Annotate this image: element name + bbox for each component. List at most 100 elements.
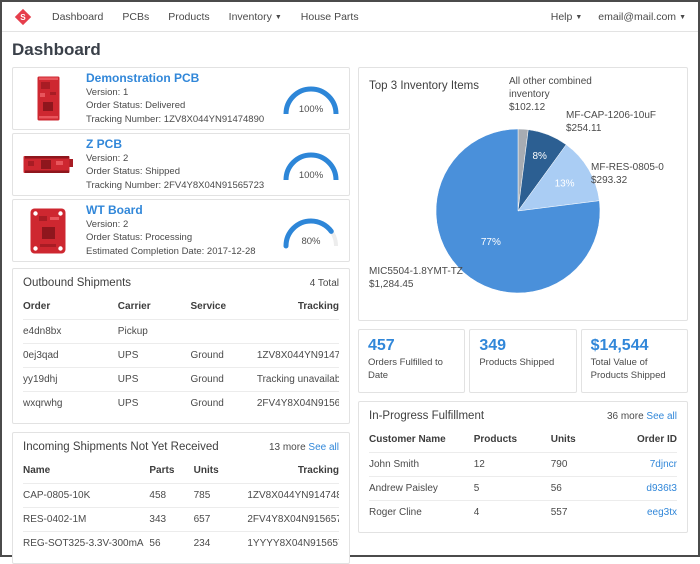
table-row: 0ej3qadUPSGround1ZV8X044YN91474890 <box>23 344 339 368</box>
pcb-photo-horizontal <box>19 154 77 175</box>
table-cell: 343 <box>149 508 193 532</box>
pie-slice-label: MF-CAP-1206-10uF $254.11 <box>566 109 656 135</box>
top-nav: S Dashboard PCBs Products Inventory▼ House P… <box>2 2 698 32</box>
caret-down-icon: ▼ <box>679 14 686 21</box>
table-cell: CAP-0805-10K <box>23 484 149 508</box>
table-cell: 234 <box>194 532 248 556</box>
stat-value: 457 <box>368 337 455 355</box>
table-cell: Tracking unavailable <box>257 368 339 392</box>
fulfillment-more-count: 36 more <box>607 411 644 422</box>
table-cell: Ground <box>190 368 256 392</box>
logo-icon[interactable]: S <box>14 8 32 26</box>
table-cell: 2FV4Y8X04N91565723 <box>257 392 339 416</box>
column-header: Service <box>190 294 256 320</box>
table-cell: RES-0402-1M <box>23 508 149 532</box>
panel-title: In-Progress Fulfillment <box>369 410 484 422</box>
in-progress-fulfillment-panel: In-Progress Fulfillment 36 more See all … <box>358 401 688 533</box>
table-cell: 4 <box>474 501 551 525</box>
fulfillment-table: Customer NameProductsUnitsOrder IDJohn S… <box>369 427 677 524</box>
incoming-see-all-link[interactable]: See all <box>308 442 339 453</box>
table-row: wxqrwhgUPSGround2FV4Y8X04N91565723 <box>23 392 339 416</box>
pcb-card: Demonstration PCB Version: 1 Order Statu… <box>12 67 350 130</box>
nav-item-products[interactable]: Products <box>168 11 209 23</box>
pcb-version: Version: 2 <box>86 218 279 231</box>
table-row: Andrew Paisley556d936t3 <box>369 477 677 501</box>
order-id-link[interactable]: 7djncr <box>625 453 677 477</box>
table-row: John Smith127907djncr <box>369 453 677 477</box>
pcb-link[interactable]: WT Board <box>86 203 279 217</box>
stat-products-shipped: 349 Products Shipped <box>469 329 576 393</box>
table-cell <box>190 320 256 344</box>
table-cell: 2FV4Y8X04N91565723 <box>247 508 339 532</box>
nav-item-inventory[interactable]: Inventory▼ <box>229 11 282 23</box>
pcb-order-status: Order Status: Processing <box>86 231 279 244</box>
table-cell: 12 <box>474 453 551 477</box>
pcb-card: WT Board Version: 2 Order Status: Proces… <box>12 199 350 262</box>
column-header: Carrier <box>118 294 191 320</box>
gauge-percent-label: 80% <box>279 236 343 247</box>
table-row: Roger Cline4557eeg3tx <box>369 501 677 525</box>
nav-right: Help▼ email@mail.com▼ <box>535 11 686 23</box>
column-header: Order <box>23 294 118 320</box>
outbound-total-badge: 4 Total <box>310 278 339 289</box>
table-cell: Roger Cline <box>369 501 474 525</box>
stat-total-value: $14,544 Total Value of Products Shipped <box>581 329 688 393</box>
pcb-tracking: Tracking Number: 2FV4Y8X04N91565723 <box>86 179 279 192</box>
fulfillment-see-all-link[interactable]: See all <box>646 411 677 422</box>
table-cell: wxqrwhg <box>23 392 118 416</box>
order-id-link[interactable]: eeg3tx <box>625 501 677 525</box>
order-id-link[interactable]: d936t3 <box>625 477 677 501</box>
pcb-tracking: Tracking Number: 1ZV8X044YN91474890 <box>86 113 279 126</box>
table-cell: e4dn8bx <box>23 320 118 344</box>
pcb-photo-vertical <box>19 76 77 121</box>
stat-label: Total Value of Products Shipped <box>591 357 678 382</box>
nav-item-email-mail-com[interactable]: email@mail.com▼ <box>598 11 686 23</box>
column-header: Parts <box>149 458 193 484</box>
stat-label: Products Shipped <box>479 357 566 370</box>
progress-gauge: 80% <box>279 208 343 254</box>
caret-down-icon: ▼ <box>575 14 582 21</box>
table-cell: Pickup <box>118 320 191 344</box>
nav-item-dashboard[interactable]: Dashboard <box>52 11 103 23</box>
pcb-link[interactable]: Demonstration PCB <box>86 71 279 85</box>
table-row: yy19dhjUPSGroundTracking unavailable <box>23 368 339 392</box>
table-cell: 5 <box>474 477 551 501</box>
table-row: e4dn8bxPickup <box>23 320 339 344</box>
stat-label: Orders Fulfilled to Date <box>368 357 455 382</box>
stat-orders-fulfilled: 457 Orders Fulfilled to Date <box>358 329 465 393</box>
table-cell: 790 <box>551 453 625 477</box>
table-cell: Ground <box>190 392 256 416</box>
table-cell: yy19dhj <box>23 368 118 392</box>
table-row: REG-SOT325-3.3V-300mA562341YYYY8X04N9156… <box>23 532 339 556</box>
progress-gauge: 100% <box>279 142 343 188</box>
gauge-percent-label: 100% <box>279 170 343 181</box>
pcb-link[interactable]: Z PCB <box>86 137 279 151</box>
panel-title: Outbound Shipments <box>23 277 131 289</box>
pie-slice-label: MF-RES-0805-0 $293.32 <box>591 161 664 187</box>
pcb-order-status: Order Status: Shipped <box>86 165 279 178</box>
pcb-version: Version: 2 <box>86 152 279 165</box>
table-cell: UPS <box>118 368 191 392</box>
pcb-order-status: Order Status: Delivered <box>86 99 279 112</box>
column-header: Order ID <box>625 427 677 453</box>
nav-left: Dashboard PCBs Products Inventory▼ House Par… <box>52 11 378 23</box>
column-header: Units <box>551 427 625 453</box>
nav-item-house-parts[interactable]: House Parts <box>301 11 359 23</box>
nav-item-pcbs[interactable]: PCBs <box>122 11 149 23</box>
table-cell: REG-SOT325-3.3V-300mA <box>23 532 149 556</box>
table-cell: 785 <box>194 484 248 508</box>
column-header: Tracking <box>257 294 339 320</box>
stats-row: 457 Orders Fulfilled to Date 349 Product… <box>358 329 688 393</box>
nav-item-help[interactable]: Help▼ <box>551 11 583 23</box>
pcb-card: Z PCB Version: 2 Order Status: Shipped T… <box>12 133 350 196</box>
table-cell: 1YYYY8X04N91565723 <box>247 532 339 556</box>
progress-gauge: 100% <box>279 76 343 122</box>
column-header: Tracking <box>247 458 339 484</box>
pie-percent-label: 8% <box>533 151 548 162</box>
table-cell: 657 <box>194 508 248 532</box>
column-header: Products <box>474 427 551 453</box>
column-header: Customer Name <box>369 427 474 453</box>
incoming-shipments-panel: Incoming Shipments Not Yet Received 13 m… <box>12 432 350 564</box>
svg-text:S: S <box>20 12 26 21</box>
pcb-completion-date: Estimated Completion Date: 2017-12-28 <box>86 245 279 258</box>
